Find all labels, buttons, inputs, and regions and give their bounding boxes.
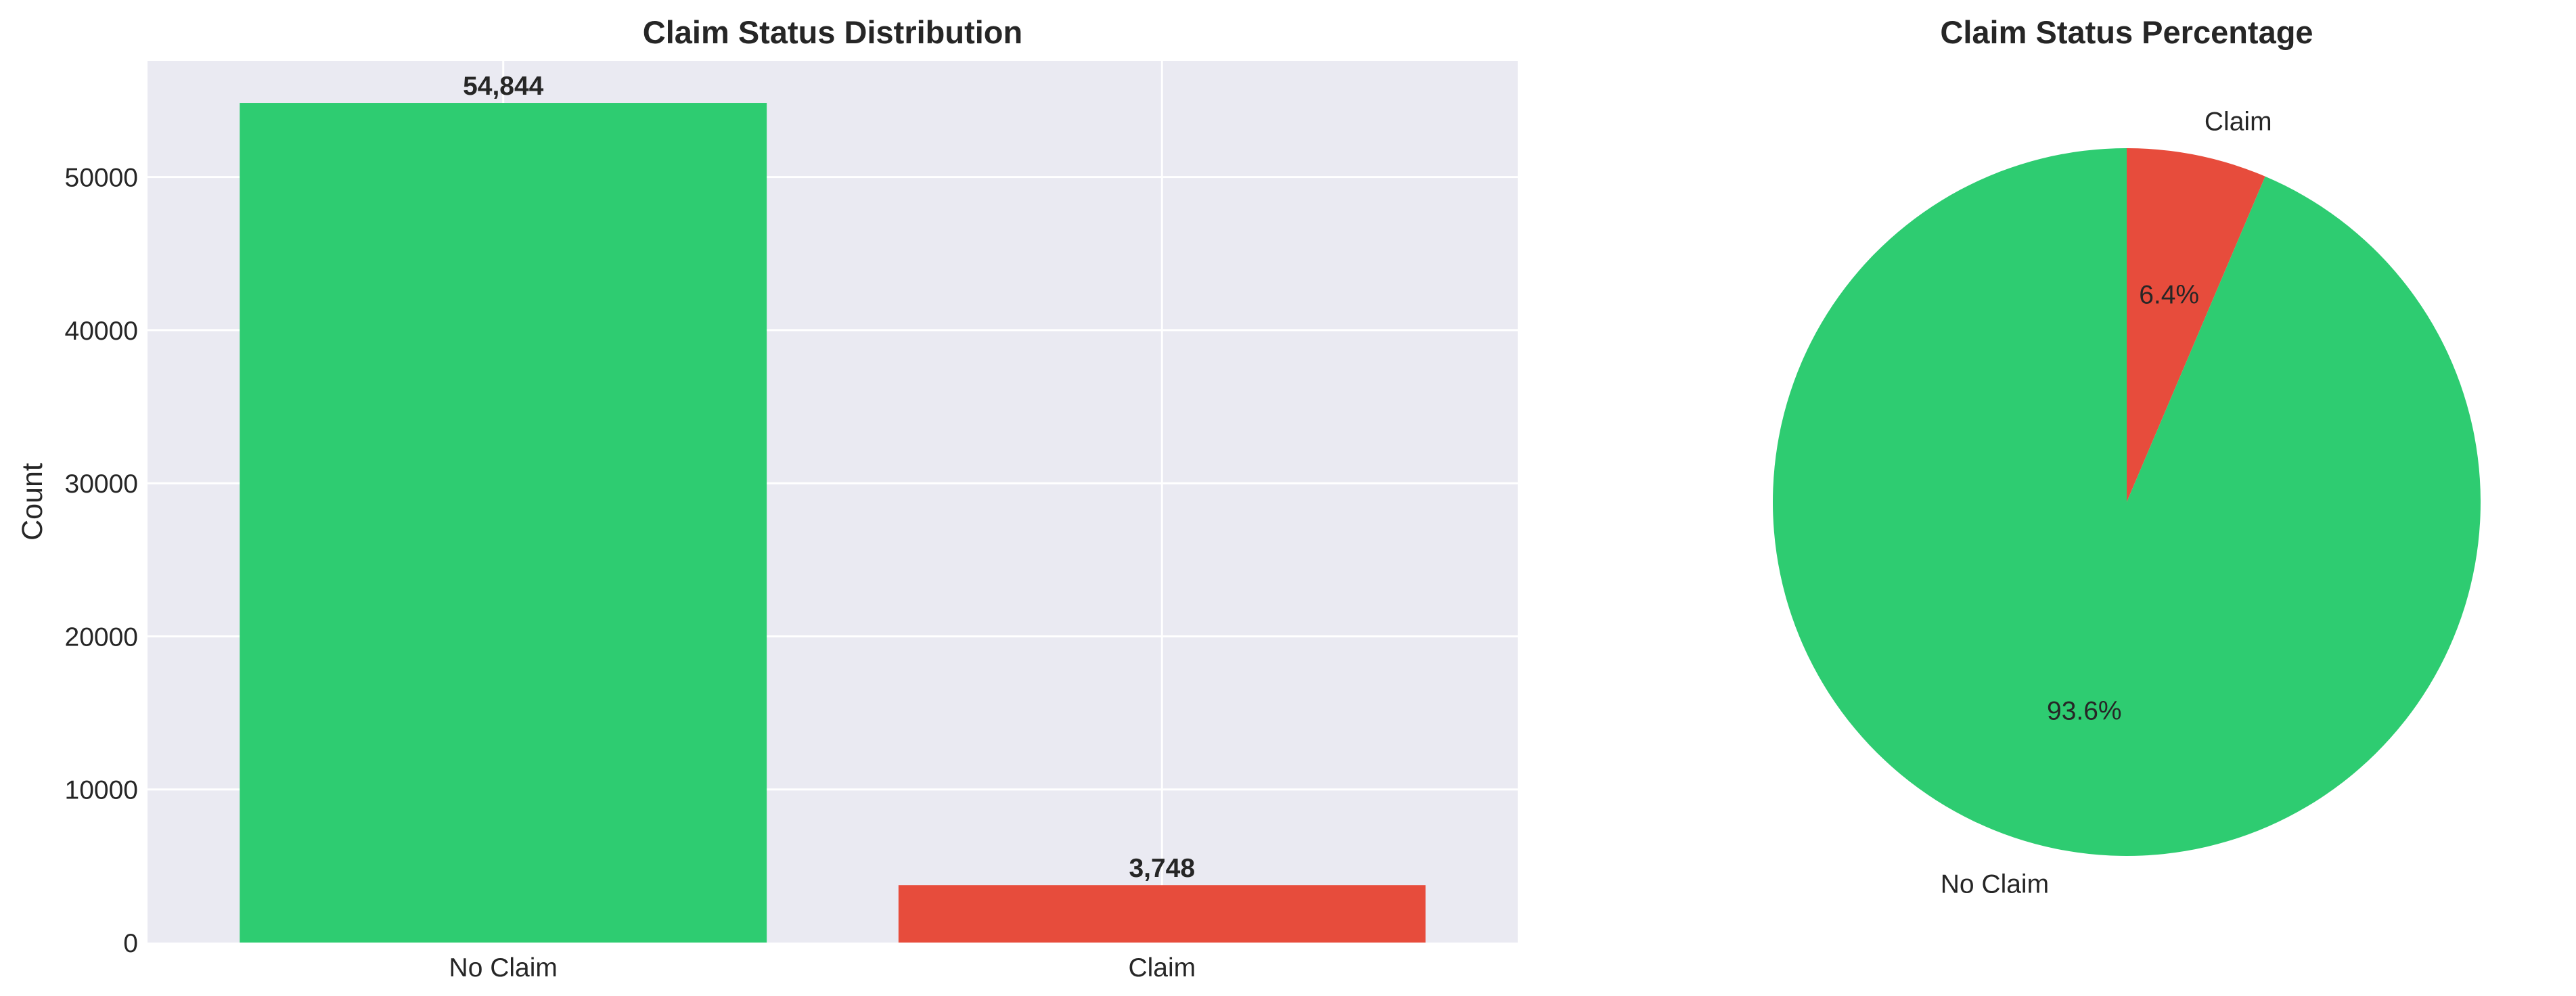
chart-title: Claim Status Distribution <box>643 14 1022 50</box>
y-tick-label: 0 <box>123 929 138 958</box>
pie-slice-label: Claim <box>2205 107 2272 136</box>
bar <box>240 103 767 943</box>
chart-title: Claim Status Percentage <box>1940 14 2313 50</box>
bar-chart: 54,844 3,748 0 10000 20000 30000 40000 50000 N… <box>16 14 1518 982</box>
bar <box>898 885 1426 943</box>
pie-slices <box>1773 148 2481 856</box>
bar-value-label: 3,748 <box>1129 854 1195 883</box>
pie-slice-label: No Claim <box>1941 870 2049 899</box>
y-tick-label: 50000 <box>65 164 138 193</box>
pie-labels: Claim 6.4% No Claim 93.6% <box>1941 107 2272 899</box>
y-tick-label: 40000 <box>65 317 138 346</box>
y-axis-label: Count <box>16 463 49 541</box>
y-axis-ticks: 0 10000 20000 30000 40000 50000 <box>65 164 138 958</box>
pie-percent-label: 93.6% <box>2047 696 2122 725</box>
y-tick-label: 30000 <box>65 470 138 499</box>
bar-value-label: 54,844 <box>463 72 544 101</box>
data-labels: 54,844 3,748 <box>463 72 1195 883</box>
y-tick-label: 20000 <box>65 622 138 652</box>
pie-chart: Claim 6.4% No Claim 93.6% Claim Status Perc… <box>1773 14 2481 899</box>
pie-slice <box>2127 148 2265 502</box>
pie-percent-label: 6.4% <box>2139 281 2199 310</box>
bars <box>240 103 1426 943</box>
x-tick-label: Claim <box>1128 953 1196 982</box>
y-tick-label: 10000 <box>65 776 138 805</box>
x-axis-ticks: No Claim Claim <box>449 953 1196 982</box>
x-tick-label: No Claim <box>449 953 558 982</box>
pie-slice <box>1773 148 2481 856</box>
